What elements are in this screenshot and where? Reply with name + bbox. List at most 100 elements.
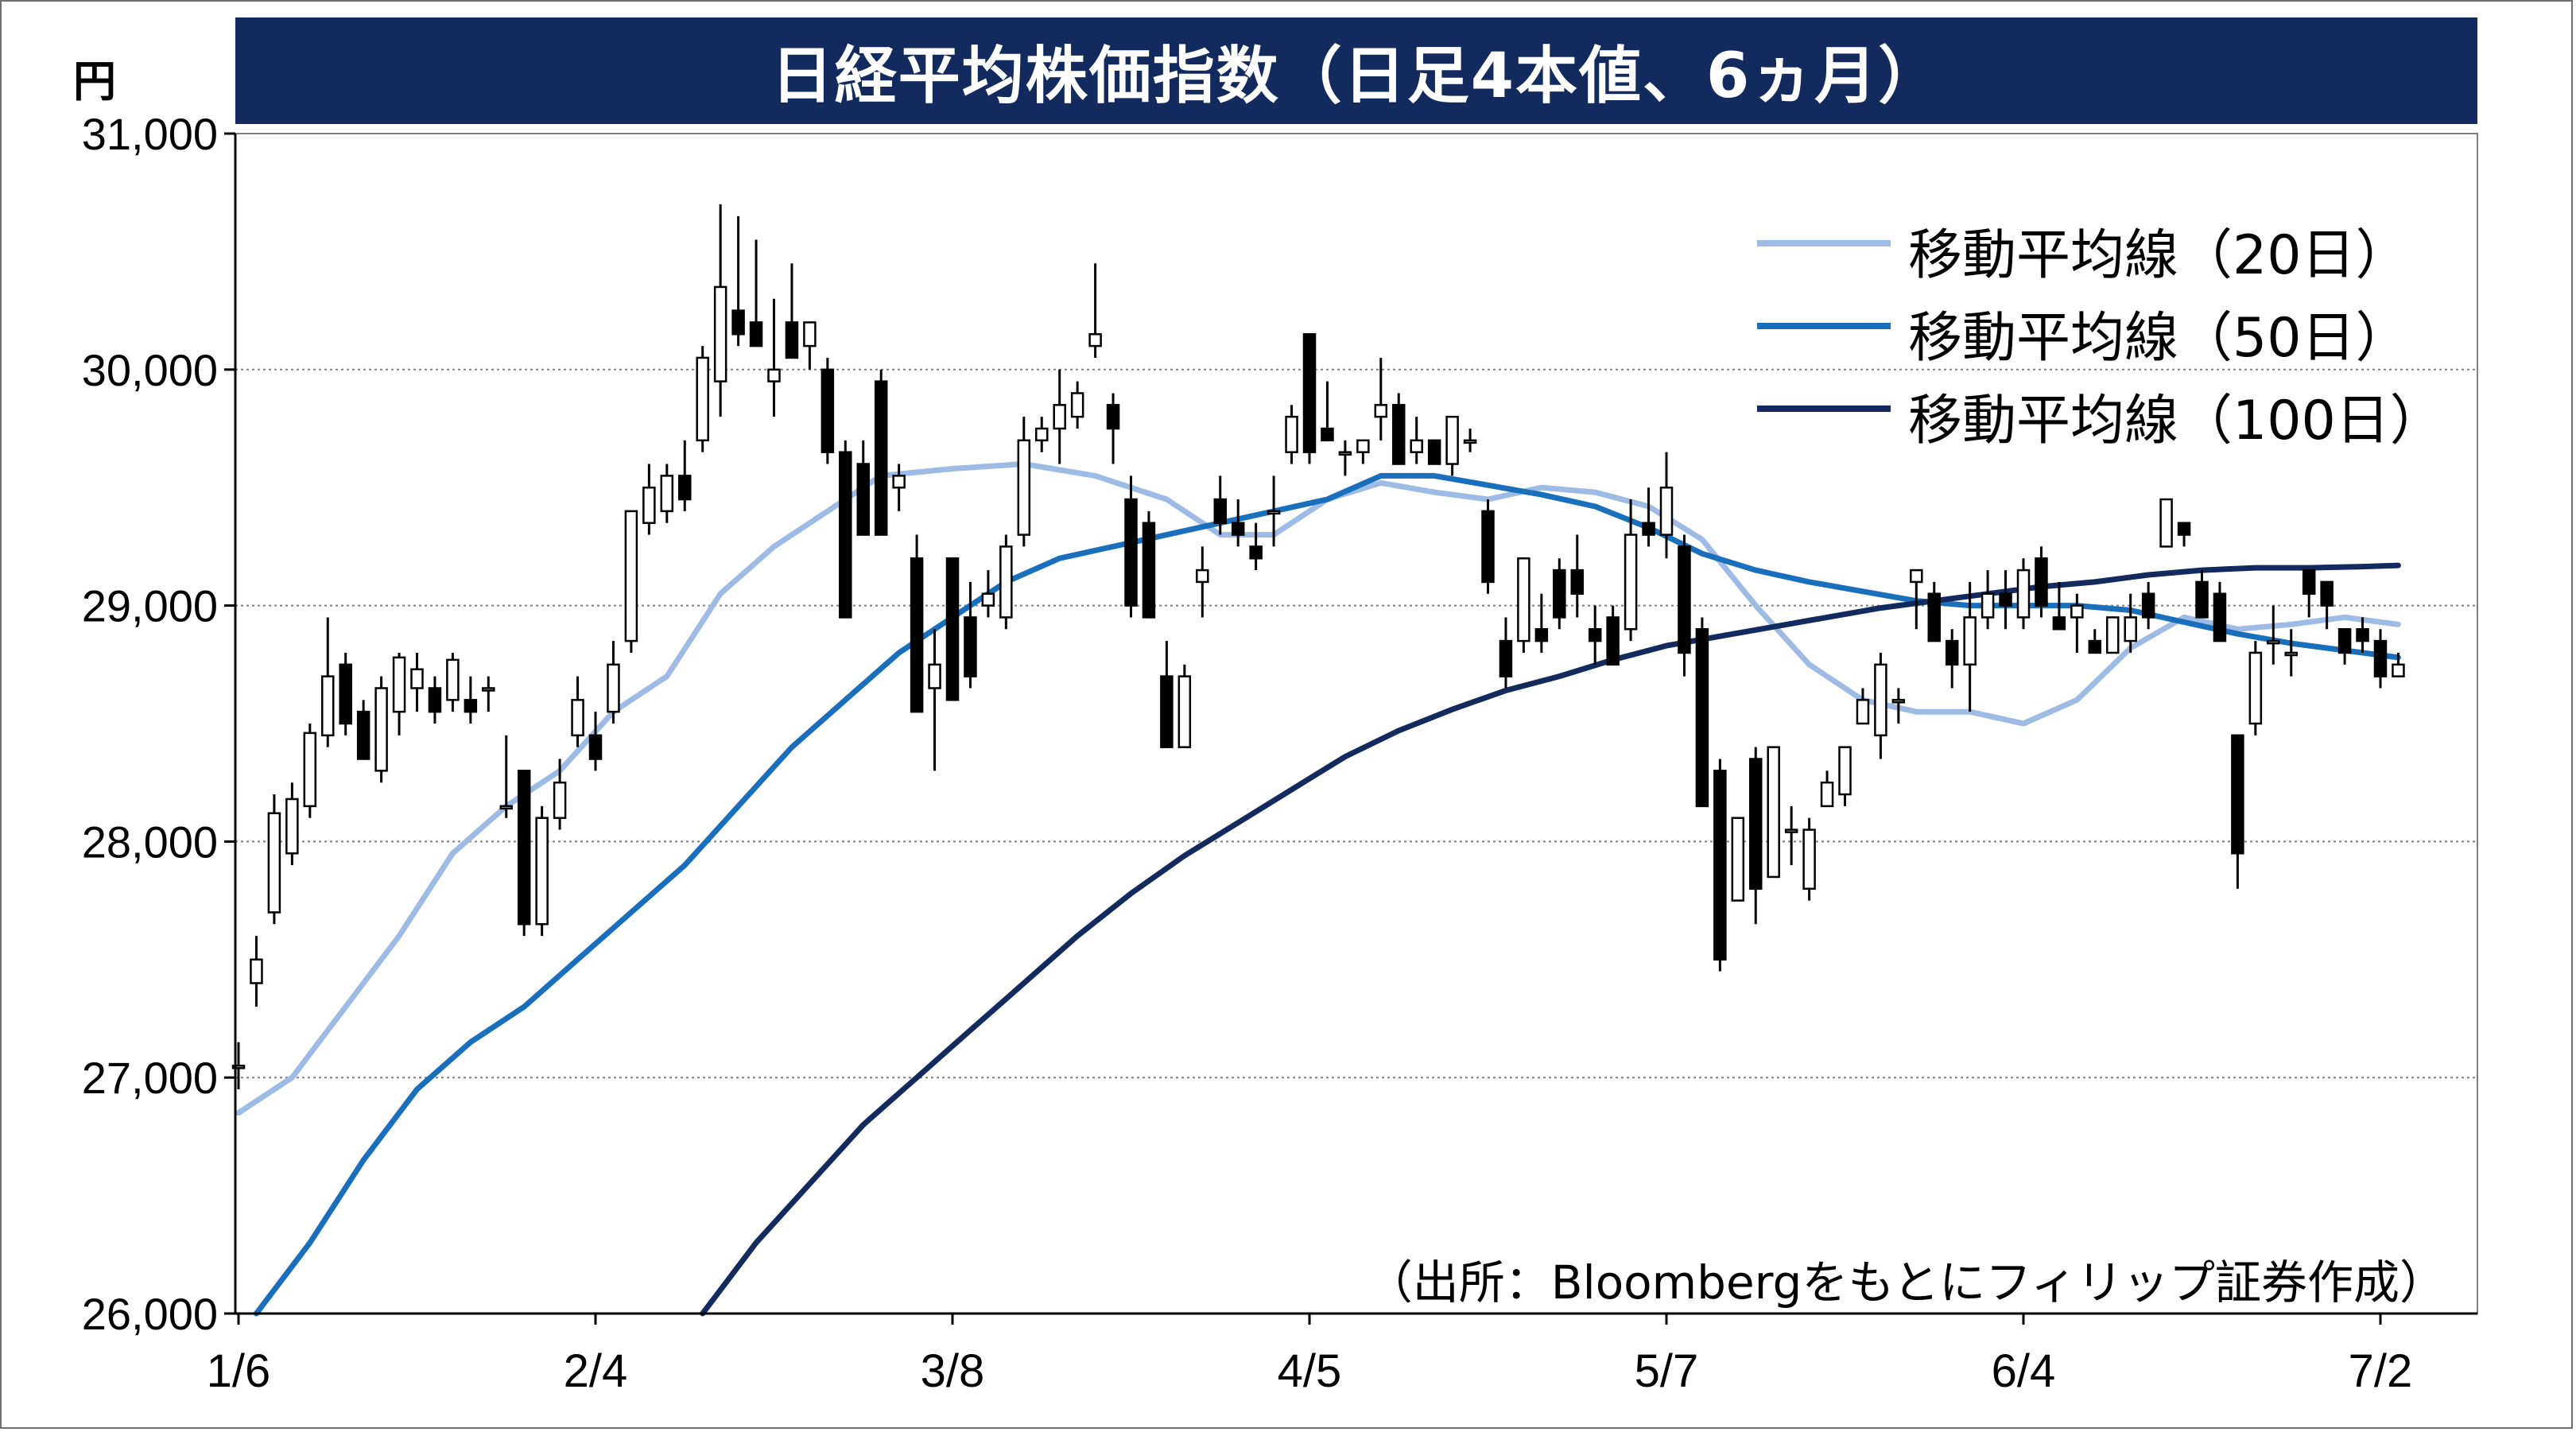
candle-112 — [2231, 734, 2244, 889]
candle-body-82 — [1695, 628, 1709, 808]
candle-17 — [535, 805, 549, 937]
candle-body-92 — [1874, 663, 1887, 737]
axes — [224, 132, 2478, 1325]
candle-body-116 — [2302, 569, 2316, 596]
candle-body-105 — [2106, 616, 2120, 654]
candle-35 — [856, 440, 870, 536]
candle-body-63 — [1356, 439, 1370, 453]
candle-body-81 — [1678, 545, 1691, 654]
candle-body-43 — [999, 545, 1013, 619]
candle-13 — [464, 676, 478, 724]
candle-89 — [1820, 770, 1834, 808]
candle-16 — [517, 770, 531, 937]
candle-43 — [999, 534, 1013, 630]
candle-80 — [1659, 452, 1674, 559]
candle-body-24 — [660, 475, 674, 513]
candle-70 — [1481, 499, 1495, 594]
candle-121 — [2392, 652, 2405, 677]
candle-77 — [1606, 605, 1620, 666]
candle-73 — [1534, 593, 1549, 653]
candle-body-15 — [499, 805, 513, 810]
candle-body-102 — [2052, 616, 2066, 631]
candle-body-115 — [2284, 651, 2298, 657]
candle-body-77 — [1606, 616, 1620, 666]
candle-27 — [713, 204, 727, 417]
y-tick-label-3: 29,000 — [82, 581, 218, 631]
candle-91 — [1856, 688, 1870, 725]
candle-body-78 — [1624, 534, 1638, 631]
candle-body-23 — [642, 486, 656, 524]
candle-103 — [2070, 593, 2084, 653]
candle-body-8 — [374, 687, 388, 772]
candle-59 — [1285, 405, 1298, 464]
candle-body-1 — [250, 958, 263, 984]
candle-37 — [892, 464, 906, 511]
candle-105 — [2106, 616, 2120, 654]
candle-8 — [374, 676, 388, 783]
candle-body-100 — [2016, 569, 2031, 619]
candle-36 — [874, 369, 888, 536]
x-tick-label-6: 7/2 — [2349, 1345, 2413, 1397]
candle-32 — [803, 321, 817, 370]
candle-body-50 — [1124, 498, 1138, 607]
candle-body-36 — [874, 380, 888, 536]
candle-66 — [1410, 417, 1423, 464]
candle-body-66 — [1410, 439, 1423, 453]
candle-body-26 — [696, 356, 709, 442]
candle-body-80 — [1659, 486, 1674, 536]
candle-44 — [1017, 417, 1031, 547]
candle-118 — [2337, 628, 2352, 665]
candle-body-55 — [1213, 498, 1227, 524]
candle-110 — [2195, 570, 2209, 619]
candle-22 — [624, 510, 638, 653]
candle-25 — [678, 440, 692, 511]
x-tick-label-3: 4/5 — [1278, 1345, 1342, 1397]
candle-body-121 — [2392, 663, 2405, 677]
candle-76 — [1588, 605, 1602, 665]
candle-body-88 — [1802, 829, 1816, 891]
y-tick-label-1: 27,000 — [82, 1053, 218, 1103]
candle-body-27 — [713, 285, 727, 382]
candle-50 — [1124, 475, 1138, 618]
candle-body-64 — [1374, 404, 1388, 418]
candle-body-21 — [607, 663, 620, 713]
candle-body-75 — [1570, 569, 1584, 596]
candle-body-119 — [2356, 628, 2369, 642]
candle-33 — [821, 357, 835, 464]
x-tick-label-1: 2/4 — [564, 1345, 628, 1397]
candle-49 — [1106, 393, 1120, 464]
candle-113 — [2248, 641, 2263, 735]
candle-7 — [356, 700, 370, 760]
candle-body-37 — [892, 475, 906, 489]
candle-body-84 — [1731, 817, 1745, 902]
candle-68 — [1445, 415, 1459, 476]
candle-body-113 — [2248, 651, 2263, 725]
candle-body-12 — [446, 658, 460, 701]
candle-body-76 — [1588, 628, 1602, 642]
candle-body-107 — [2141, 592, 2155, 619]
candle-body-51 — [1142, 522, 1156, 619]
candle-69 — [1463, 429, 1477, 452]
legend-label-ma50: 移動平均線（50日） — [1908, 307, 2410, 370]
candle-30 — [767, 298, 781, 417]
candle-14 — [482, 676, 495, 712]
candle-body-34 — [839, 451, 852, 619]
candle-6 — [339, 652, 352, 735]
candle-body-5 — [321, 675, 335, 737]
candle-61 — [1321, 381, 1334, 442]
series-line-0 — [235, 461, 2401, 1116]
chart-title: 日経平均株価指数（日足4本値、6ヵ月） — [770, 41, 1942, 112]
candle-body-17 — [535, 817, 549, 926]
candle-9 — [392, 652, 406, 735]
candle-body-86 — [1767, 746, 1780, 879]
candle-body-106 — [2124, 616, 2137, 642]
candle-98 — [1980, 570, 1995, 630]
candle-body-38 — [910, 557, 924, 713]
candle-body-48 — [1088, 333, 1102, 347]
candle-71 — [1499, 617, 1513, 689]
candle-body-99 — [1999, 592, 2012, 607]
candle-1 — [250, 936, 263, 1007]
candle-body-114 — [2267, 639, 2280, 645]
candle-88 — [1802, 817, 1816, 901]
candle-54 — [1196, 546, 1209, 618]
